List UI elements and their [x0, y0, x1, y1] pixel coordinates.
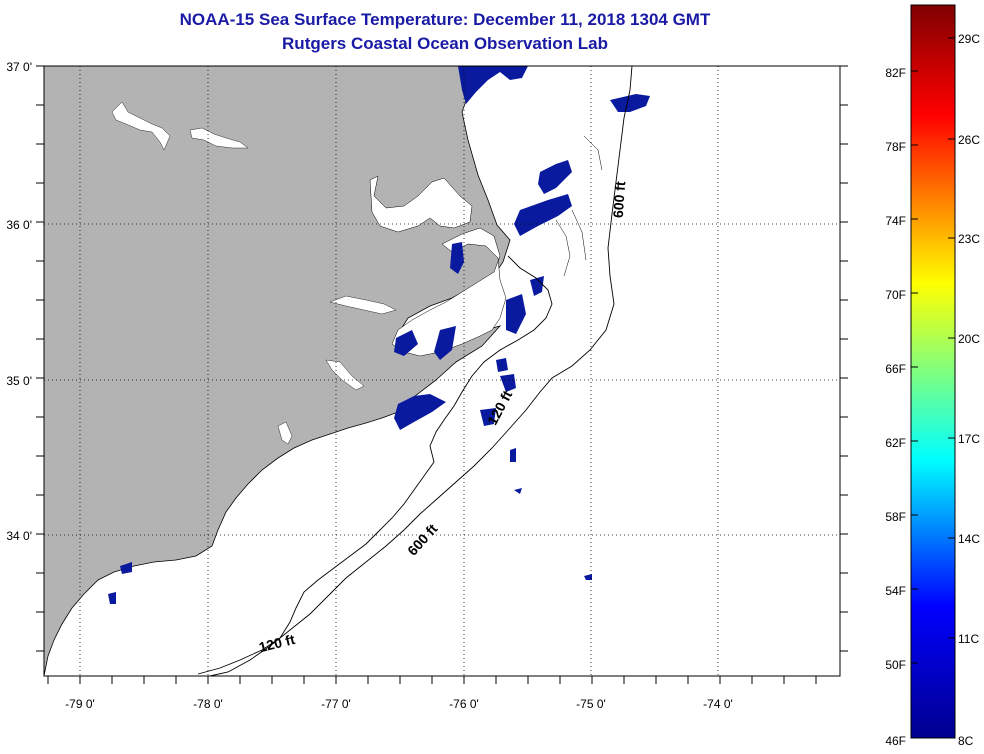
river-mid	[189, 127, 249, 149]
shelf-lines	[555, 135, 603, 277]
lon-label-75: -75 0'	[576, 697, 606, 711]
lon-label-76: -76 0'	[449, 697, 479, 711]
map-title: NOAA-15 Sea Surface Temperature: Decembe…	[179, 10, 711, 29]
bogue-sound	[325, 359, 365, 391]
contour-120ft	[197, 255, 553, 675]
neuse-river	[329, 295, 397, 315]
cape-fear-river	[277, 421, 293, 445]
graticule	[44, 65, 840, 676]
map-subtitle: Rutgers Coastal Ocean Observation Lab	[282, 34, 608, 53]
lon-label-77: -77 0'	[321, 697, 351, 711]
contour-label-600-east: 600 ft	[610, 181, 629, 219]
lon-label-78: -78 0'	[193, 697, 223, 711]
lat-label-35: 35 0'	[6, 374, 32, 388]
sst-pixels	[108, 66, 650, 604]
lon-label-79: -79 0'	[65, 697, 95, 711]
albemarle-sound	[369, 175, 473, 233]
river-west	[111, 101, 171, 151]
depth-contours	[197, 66, 633, 676]
axis-ticks	[36, 65, 848, 684]
contour-600ft	[209, 66, 633, 676]
lat-label-34: 34 0'	[6, 529, 32, 543]
map-frame	[43, 65, 841, 677]
lon-label-74: -74 0'	[703, 697, 733, 711]
lat-label-36: 36 0'	[6, 218, 32, 232]
lat-label-37: 37 0'	[6, 60, 32, 74]
